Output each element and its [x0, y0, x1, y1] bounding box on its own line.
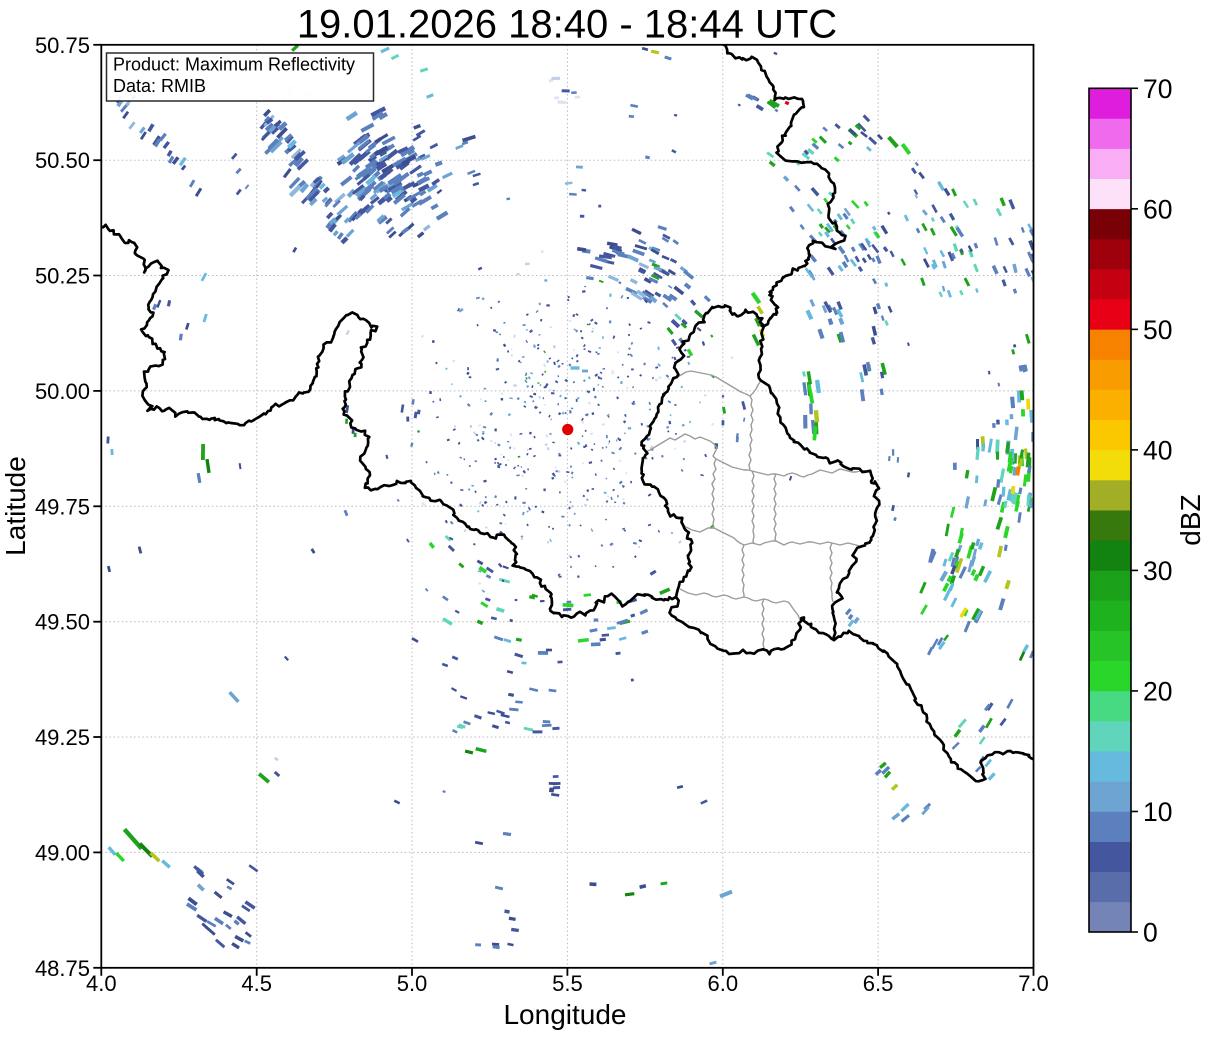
svg-text:6.0: 6.0 — [708, 971, 739, 996]
svg-text:49.50: 49.50 — [35, 610, 90, 635]
svg-text:50.00: 50.00 — [35, 379, 90, 404]
svg-text:6.5: 6.5 — [863, 971, 894, 996]
svg-text:0: 0 — [1143, 918, 1158, 948]
svg-text:19.01.2026 18:40 - 18:44 UTC: 19.01.2026 18:40 - 18:44 UTC — [297, 3, 837, 47]
svg-text:5.5: 5.5 — [552, 971, 583, 996]
svg-text:Latitude: Latitude — [0, 456, 31, 556]
svg-text:49.00: 49.00 — [35, 840, 90, 865]
svg-text:10: 10 — [1143, 797, 1172, 827]
svg-text:48.75: 48.75 — [35, 956, 90, 981]
svg-text:5.0: 5.0 — [397, 971, 428, 996]
svg-text:49.25: 49.25 — [35, 725, 90, 750]
svg-text:dBZ: dBZ — [1175, 494, 1206, 545]
svg-text:Longitude: Longitude — [503, 999, 626, 1030]
svg-text:60: 60 — [1143, 194, 1172, 224]
svg-text:4.5: 4.5 — [241, 971, 272, 996]
svg-text:50.50: 50.50 — [35, 148, 90, 173]
svg-text:4.0: 4.0 — [86, 971, 117, 996]
svg-text:Product: Maximum Reflectivity: Product: Maximum Reflectivity — [113, 55, 355, 75]
svg-text:7.0: 7.0 — [1018, 971, 1049, 996]
svg-text:50.75: 50.75 — [35, 33, 90, 58]
svg-text:40: 40 — [1143, 435, 1172, 465]
svg-text:Data: RMIB: Data: RMIB — [113, 76, 206, 96]
svg-text:20: 20 — [1143, 676, 1172, 706]
svg-text:50: 50 — [1143, 315, 1172, 345]
svg-text:70: 70 — [1143, 74, 1172, 104]
svg-text:50.25: 50.25 — [35, 264, 90, 289]
svg-text:49.75: 49.75 — [35, 494, 90, 519]
svg-text:30: 30 — [1143, 556, 1172, 586]
